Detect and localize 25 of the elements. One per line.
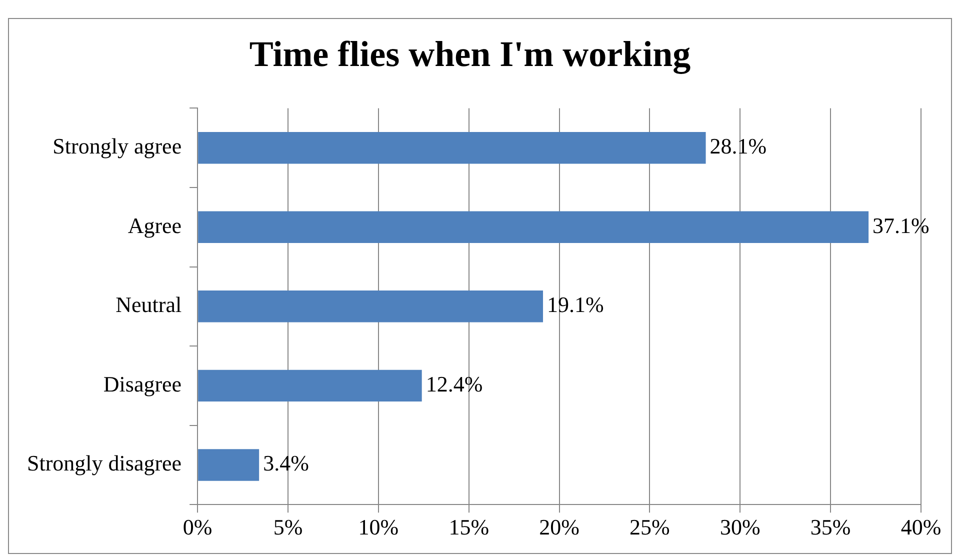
y-tick-label: Agree — [128, 212, 182, 238]
data-label: 12.4% — [426, 371, 483, 396]
x-tick-label: 20% — [539, 514, 580, 540]
chart-title: Time flies when I'm working — [249, 34, 691, 74]
x-tick-label: 15% — [448, 514, 490, 540]
x-tick-label: 35% — [810, 514, 851, 540]
y-tick-label: Strongly disagree — [26, 450, 182, 476]
bar — [198, 449, 260, 481]
bar — [198, 211, 869, 243]
y-tick-label: Neutral — [116, 292, 182, 318]
data-label: 3.4% — [263, 450, 309, 476]
y-tick-label: Disagree — [103, 371, 182, 396]
data-label: 19.1% — [547, 292, 604, 318]
x-tick-label: 25% — [630, 514, 670, 540]
bar — [198, 370, 422, 402]
x-tick-label: 10% — [358, 514, 399, 540]
x-tick-label: 40% — [900, 514, 942, 540]
x-tick-label: 30% — [720, 514, 760, 540]
data-label: 37.1% — [872, 212, 930, 238]
data-label: 28.1% — [710, 134, 767, 159]
bar — [198, 290, 544, 322]
x-tick-label: 5% — [273, 514, 303, 540]
bar — [198, 132, 706, 164]
x-tick-label: 0% — [182, 514, 212, 540]
y-tick-label: Strongly agree — [52, 134, 182, 159]
